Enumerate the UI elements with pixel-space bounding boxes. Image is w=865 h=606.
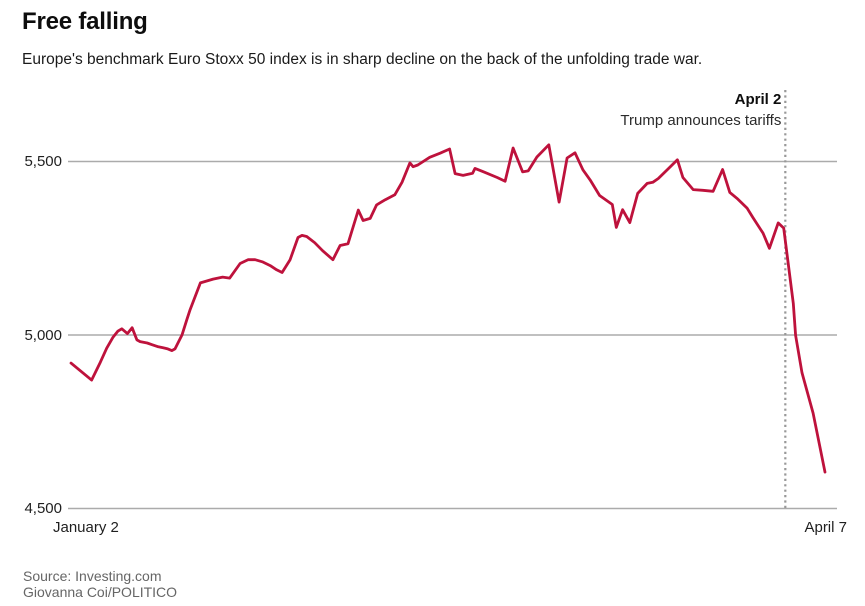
x-axis-end-label: April 7 (804, 519, 847, 536)
chart-subtitle: Europe's benchmark Euro Stoxx 50 index i… (22, 51, 703, 68)
chart-title: Free falling (22, 8, 148, 35)
price-line (69, 143, 827, 474)
annotation-text: Trump announces tariffs (620, 112, 782, 129)
source-line: Source: Investing.com (23, 568, 162, 584)
y-tick-label: 4,500 (24, 500, 62, 517)
y-tick-label: 5,500 (24, 153, 62, 170)
y-tick-label: 5,000 (24, 326, 62, 344)
x-axis-start-label: January 2 (53, 519, 119, 536)
annotation-title: April 2 (734, 91, 782, 108)
credit-line: Giovanna Coi/POLITICO (23, 584, 178, 600)
